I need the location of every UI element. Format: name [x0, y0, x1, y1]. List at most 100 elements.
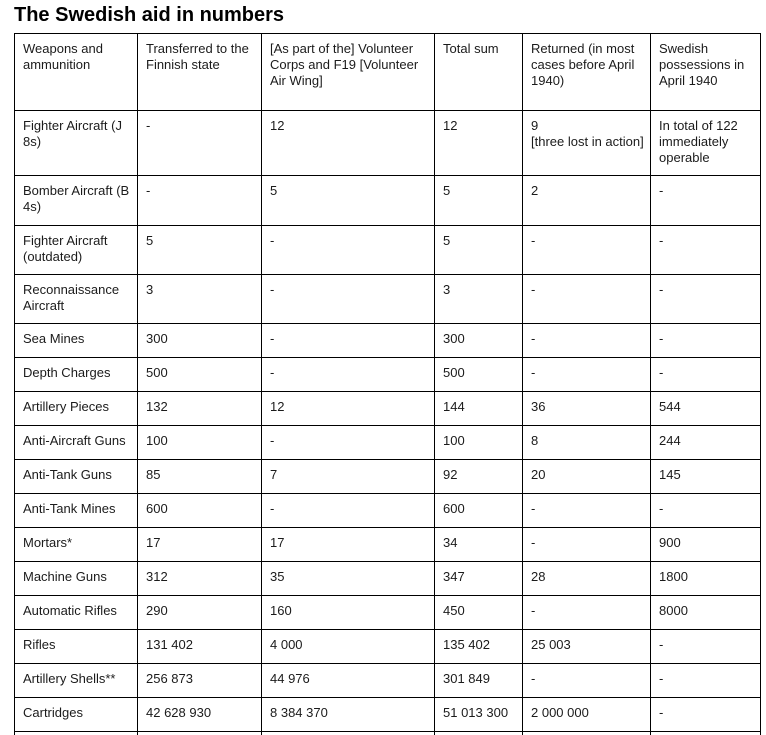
table-cell: -: [650, 323, 761, 358]
table-cell: 9 [three lost in action]: [522, 110, 651, 176]
table-cell: 51 013 300: [434, 697, 523, 732]
swedish-aid-table: Weapons and ammunition Transferred to th…: [14, 33, 761, 735]
table-cell: -: [261, 357, 435, 392]
table-cell: [522, 731, 651, 735]
table-cell: 135 402: [434, 629, 523, 664]
table-cell: 12: [261, 110, 435, 176]
table-cell: 7: [261, 459, 435, 494]
column-header-weapons: Weapons and ammunition: [14, 33, 138, 111]
table-cell: -: [522, 323, 651, 358]
table-row: Mortars* 17 17 34-900: [14, 527, 761, 562]
table-cell: Bomber Aircraft (B 4s): [14, 175, 138, 226]
table-cell: [137, 731, 262, 735]
table-cell: 35: [261, 561, 435, 596]
table-cell: Automatic Rifles: [14, 595, 138, 630]
table-row: Automatic Rifles 290 160 450-8000: [14, 595, 761, 630]
table-cell: 312: [137, 561, 262, 596]
table-header: Weapons and ammunition Transferred to th…: [14, 33, 761, 111]
table-cell: 28: [522, 561, 651, 596]
table-cell: [261, 731, 435, 735]
table-cell: [14, 731, 138, 735]
table-cell: -: [522, 527, 651, 562]
table-cell: -: [522, 663, 651, 698]
column-header-transferred: Transferred to the Finnish state: [137, 33, 262, 111]
table-cell: Anti-Tank Mines: [14, 493, 138, 528]
table-cell: 290: [137, 595, 262, 630]
table-cell: 132: [137, 391, 262, 426]
table-row: Fighter Aircraft (J 8s) -12 12 9 [three los…: [14, 110, 761, 176]
table-cell: 544: [650, 391, 761, 426]
table-body: Fighter Aircraft (J 8s) -12 12 9 [three los…: [14, 110, 761, 735]
table-row: Depth Charges 500-500- -: [14, 357, 761, 392]
table-cell: Reconnaissance Aircraft: [14, 274, 138, 324]
table-row: Cartridges 42 628 930 8 384 370 51 013 300 2…: [14, 697, 761, 732]
table-cell: 244: [650, 425, 761, 460]
table-cell: 145: [650, 459, 761, 494]
table-cell: Anti-Aircraft Guns: [14, 425, 138, 460]
table-cell: 4 000: [261, 629, 435, 664]
table-cell: 100: [434, 425, 523, 460]
table-cell: 92: [434, 459, 523, 494]
table-cell: 12: [261, 391, 435, 426]
table-cell: [434, 731, 523, 735]
table-cell: 300: [434, 323, 523, 358]
table-row: Reconnaissance Aircraft 3-3- -: [14, 274, 761, 324]
table-cell: [650, 731, 761, 735]
table-cell: 5: [261, 175, 435, 226]
table-cell: Machine Guns: [14, 561, 138, 596]
table-row: Artillery Shells** 256 873 44 976 301 849- -: [14, 663, 761, 698]
table-cell: -: [650, 629, 761, 664]
table-cell: 450: [434, 595, 523, 630]
table-header-row: Weapons and ammunition Transferred to th…: [14, 33, 761, 111]
table-cell: 8000: [650, 595, 761, 630]
table-cell: 44 976: [261, 663, 435, 698]
table-cell: 42 628 930: [137, 697, 262, 732]
table-cell: 36: [522, 391, 651, 426]
table-cell: 85: [137, 459, 262, 494]
table-cell: -: [650, 357, 761, 392]
table-cell: 347: [434, 561, 523, 596]
table-cell: 900: [650, 527, 761, 562]
table-row: Rifles 131 402 4 000 135 402 25 003-: [14, 629, 761, 664]
table-cell: -: [650, 493, 761, 528]
table-cell: 256 873: [137, 663, 262, 698]
table-cell: -: [650, 274, 761, 324]
table-row: Bomber Aircraft (B 4s) -5 5 2-: [14, 175, 761, 226]
table-cell: 8: [522, 425, 651, 460]
table-cell: 600: [137, 493, 262, 528]
table-cell: Mortars*: [14, 527, 138, 562]
table-cell: 3: [137, 274, 262, 324]
table-row: Artillery Pieces 132 12 144 36 544: [14, 391, 761, 426]
table-cell: Fighter Aircraft (J 8s): [14, 110, 138, 176]
table-cell: In total of 122 immediately operable: [650, 110, 761, 176]
table-cell: -: [522, 493, 651, 528]
table-cell: Rifles: [14, 629, 138, 664]
page-title: The Swedish aid in numbers: [14, 4, 285, 26]
table-cell: 1800: [650, 561, 761, 596]
table-cell: 8 384 370: [261, 697, 435, 732]
table-cell: 131 402: [137, 629, 262, 664]
column-header-total-sum: Total sum: [434, 33, 523, 111]
table-cell: 100: [137, 425, 262, 460]
table-cell: Artillery Pieces: [14, 391, 138, 426]
table-cell: 2: [522, 175, 651, 226]
table-cell: 144: [434, 391, 523, 426]
table-cell: 12: [434, 110, 523, 176]
table-cell: -: [137, 175, 262, 226]
table-cell: -: [261, 493, 435, 528]
table-cell: 2 000 000: [522, 697, 651, 732]
table-row: Anti-Tank Mines 600-600- -: [14, 493, 761, 528]
column-header-volunteer-corps: [As part of the] Volunteer Corps and F19…: [261, 33, 435, 111]
table-cell: Artillery Shells**: [14, 663, 138, 698]
table-cell: Anti-Tank Guns: [14, 459, 138, 494]
table-row: Anti-Aircraft Guns 100-100 8 244: [14, 425, 761, 460]
table-cell: 3: [434, 274, 523, 324]
table-cell: Fighter Aircraft (outdated): [14, 225, 138, 275]
table-cell: 17: [261, 527, 435, 562]
table-cell: -: [522, 225, 651, 275]
table-cell: 25 003: [522, 629, 651, 664]
table-cell: 5: [434, 225, 523, 275]
table-cell: -: [650, 697, 761, 732]
table-cell: 5: [434, 175, 523, 226]
table-cell: 301 849: [434, 663, 523, 698]
